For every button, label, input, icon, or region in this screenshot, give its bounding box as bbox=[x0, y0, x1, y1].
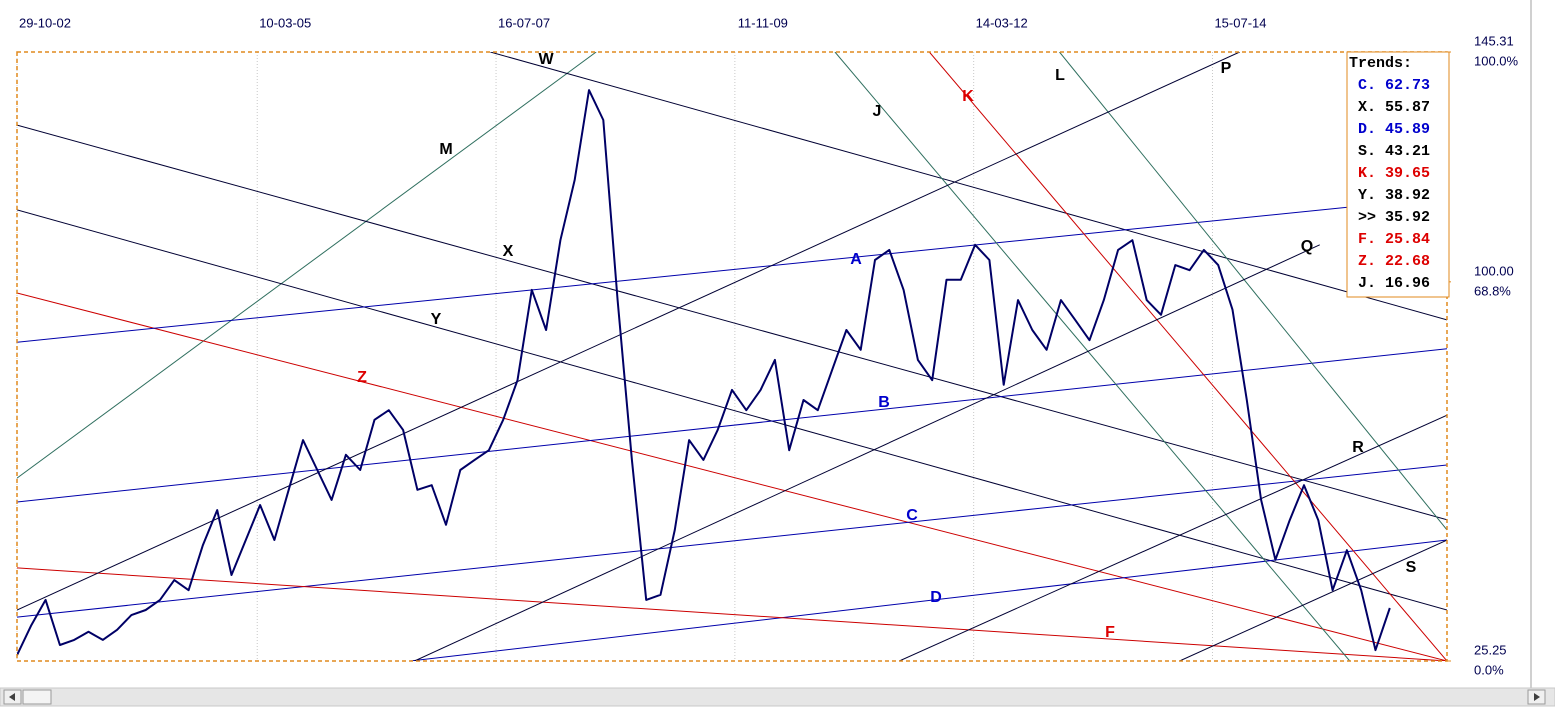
trendline bbox=[410, 539, 1447, 661]
legend-entry: J. 16.96 bbox=[1358, 275, 1430, 292]
legend: Trends: C. 62.73 X. 55.87 D. 45.89 S. 43.21 K… bbox=[1346, 51, 1450, 298]
trendline bbox=[17, 52, 1240, 611]
trendline-label: K bbox=[962, 88, 974, 105]
trendline-label: P bbox=[1221, 60, 1232, 77]
legend-box bbox=[1346, 51, 1450, 298]
x-tick-label: 16-07-07 bbox=[498, 15, 550, 30]
trendline-label: D bbox=[930, 589, 942, 606]
left-arrow bbox=[9, 693, 15, 701]
trendlines bbox=[17, 52, 1447, 661]
legend-entry: C. 62.73 bbox=[1358, 77, 1430, 94]
scrollbar-track bbox=[0, 687, 1555, 707]
trendline-label: C bbox=[906, 507, 918, 524]
x-tick-label: 15-07-14 bbox=[1214, 15, 1266, 30]
trendline bbox=[17, 196, 1447, 343]
y-tick-label: 100.00 bbox=[1474, 263, 1514, 278]
x-tick-label: 10-03-05 bbox=[259, 15, 311, 30]
trendline-label: S bbox=[1406, 559, 1417, 576]
trendline-label: W bbox=[538, 51, 554, 68]
y-tick-label: 145.31 bbox=[1474, 33, 1514, 48]
x-tick-label: 29-10-02 bbox=[19, 15, 71, 30]
price-line bbox=[17, 89, 1391, 656]
trendline-label: M bbox=[439, 141, 452, 158]
trendline-label: R bbox=[1352, 439, 1364, 456]
legend-entry: F. 25.84 bbox=[1358, 231, 1430, 248]
trendline bbox=[899, 414, 1447, 661]
trendline bbox=[834, 52, 1351, 661]
right-arrow bbox=[1534, 693, 1540, 701]
trendline bbox=[490, 52, 1447, 321]
trendline-label: A bbox=[850, 251, 862, 268]
trendline-label: Q bbox=[1301, 238, 1313, 255]
y-tick-label: 25.25 bbox=[1474, 642, 1507, 657]
trendline-label: Z bbox=[357, 369, 367, 386]
legend-entry: X. 55.87 bbox=[1358, 99, 1430, 116]
trendline bbox=[17, 52, 597, 479]
x-tick-label: 14-03-12 bbox=[976, 15, 1028, 30]
scroll-thumb[interactable] bbox=[22, 689, 52, 705]
price-series bbox=[17, 89, 1391, 656]
trendline bbox=[1059, 52, 1447, 531]
legend-entry: Y. 38.92 bbox=[1358, 187, 1430, 204]
x-tick-label: 11-11-09 bbox=[738, 15, 788, 30]
trendline bbox=[17, 209, 1447, 611]
legend-title: Trends: bbox=[1349, 55, 1412, 72]
legend-entry: D. 45.89 bbox=[1358, 121, 1430, 138]
trendline bbox=[414, 244, 1320, 661]
y-tick-percent-label: 100.0% bbox=[1474, 53, 1519, 68]
trendline bbox=[17, 567, 1447, 661]
legend-entry: S. 43.21 bbox=[1358, 143, 1430, 160]
labels: 29-10-02 10-03-05 16-07-07 11-11-09 14-03-12… bbox=[19, 15, 1519, 677]
trendline-label: B bbox=[878, 394, 890, 411]
trendline bbox=[17, 292, 1447, 661]
trendline-label: X bbox=[503, 243, 514, 260]
trendline bbox=[17, 124, 1447, 521]
trendline-label: J bbox=[873, 103, 882, 120]
y-tick-percent-label: 0.0% bbox=[1474, 662, 1504, 677]
trendline bbox=[17, 348, 1447, 503]
trendline bbox=[1179, 539, 1447, 661]
plot-frame bbox=[16, 51, 1448, 662]
legend-entry: >> 35.92 bbox=[1358, 209, 1430, 226]
trendline bbox=[17, 464, 1447, 618]
scrollbar[interactable] bbox=[0, 687, 1555, 707]
trendline-label: L bbox=[1055, 67, 1065, 84]
legend-entry: Z. 22.68 bbox=[1358, 253, 1430, 270]
trendline bbox=[928, 52, 1447, 661]
trendline-label: Y bbox=[431, 311, 442, 328]
trendline-label: F bbox=[1105, 624, 1115, 641]
y-tick-percent-label: 68.8% bbox=[1474, 283, 1511, 298]
legend-entry: K. 39.65 bbox=[1358, 165, 1430, 182]
